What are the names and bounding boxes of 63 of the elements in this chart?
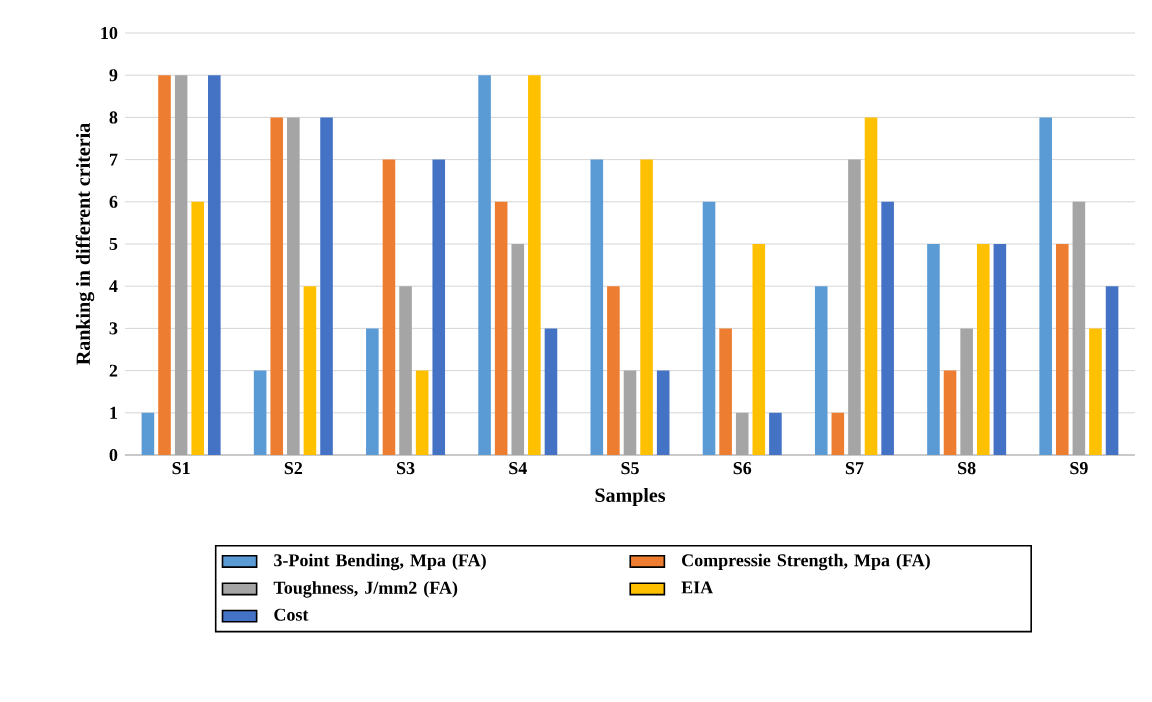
y-tick-label: 8 <box>109 111 118 124</box>
bar <box>544 328 558 455</box>
legend-label: 3-Point Bending, Mpa (FA) <box>274 553 486 571</box>
bar <box>270 117 284 455</box>
bar <box>303 286 317 455</box>
bar <box>752 244 766 455</box>
bar <box>769 412 782 455</box>
legend-label: Compressie Strength, Mpa (FA) <box>682 553 930 571</box>
bar <box>191 201 205 455</box>
y-tick-label: 1 <box>110 406 117 419</box>
bar <box>881 201 894 455</box>
bar <box>814 286 828 455</box>
bar <box>478 75 491 455</box>
x-tick-label: S9 <box>1070 462 1088 475</box>
y-axis-title: Ranking in different criteria <box>75 123 95 365</box>
bar <box>590 159 604 455</box>
x-tick-label: S6 <box>733 462 752 475</box>
bar <box>864 117 878 455</box>
x-tick-label: S1 <box>172 462 190 475</box>
x-tick-label: S3 <box>397 462 415 475</box>
bar <box>253 370 267 455</box>
bar <box>719 328 732 455</box>
bar <box>432 159 446 455</box>
x-axis-title: Samples <box>595 487 666 507</box>
bar <box>494 201 508 455</box>
bar <box>831 412 845 455</box>
y-tick-label: 5 <box>109 238 118 250</box>
bar <box>382 159 396 455</box>
y-tick-label: 9 <box>109 69 118 82</box>
bar <box>607 286 620 455</box>
bar <box>640 159 653 455</box>
bar <box>141 412 155 455</box>
bar <box>1039 117 1052 455</box>
bar <box>656 370 670 455</box>
x-tick-label: S8 <box>958 462 976 475</box>
x-tick-label: S4 <box>509 462 527 475</box>
legend-label: Toughness, J/mm2 (FA) <box>273 581 458 598</box>
x-tick-label: S2 <box>284 462 303 475</box>
bar <box>208 75 221 455</box>
bar <box>943 370 957 455</box>
y-tick-label: 2 <box>109 364 118 377</box>
bar <box>158 75 171 455</box>
y-tick-label: 7 <box>109 153 118 166</box>
bar <box>528 75 541 455</box>
x-tick-label: S5 <box>621 462 639 475</box>
bar <box>993 244 1007 455</box>
y-tick-label: 3 <box>109 322 118 335</box>
bar <box>415 370 429 455</box>
legend-label: Cost <box>274 608 309 621</box>
y-tick-label: 10 <box>101 26 118 40</box>
bar <box>976 244 990 455</box>
bar <box>366 328 379 455</box>
y-tick-label: 4 <box>109 280 118 293</box>
legend-label: EIA <box>681 581 714 594</box>
bar <box>1089 328 1102 455</box>
bar <box>320 117 333 455</box>
bar <box>1105 286 1119 455</box>
x-tick-label: S7 <box>845 462 864 475</box>
y-tick-label: 0 <box>109 448 118 462</box>
bar <box>1055 244 1069 455</box>
y-tick-label: 6 <box>109 195 118 208</box>
bar <box>702 201 716 455</box>
bar <box>927 244 940 455</box>
